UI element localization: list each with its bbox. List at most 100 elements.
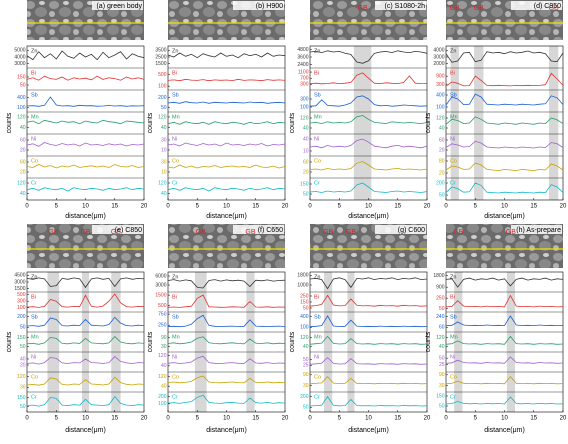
y-tick-label: 1100	[298, 69, 309, 75]
panel-title: (a) green body	[96, 3, 142, 10]
gb-label: GB	[358, 5, 368, 12]
element-label: Cr	[172, 394, 178, 400]
y-tick-label: 50	[20, 82, 26, 88]
gb-label: GB	[549, 5, 559, 12]
y-tick-label: 40	[161, 384, 167, 390]
element-label: Ni	[314, 136, 319, 142]
gb-label: GB	[196, 229, 206, 236]
x-tick-label: 0	[166, 204, 170, 210]
gb-band	[246, 272, 255, 412]
y-tick-label: 300	[300, 96, 309, 102]
y-tick-label: 60	[20, 137, 26, 143]
gb-band	[347, 272, 355, 412]
x-tick-label: 20	[141, 416, 148, 422]
y-tick-label: 150	[17, 395, 26, 401]
element-label: Mn	[314, 334, 322, 340]
y-tick-label: 400	[436, 92, 445, 98]
y-tick-label: 4000	[14, 54, 25, 60]
x-tick-label: 20	[560, 204, 567, 210]
trace-line	[167, 279, 286, 289]
y-tick-label: 300	[436, 82, 445, 88]
y-tick-label: 80	[439, 158, 445, 164]
y-tick-label: 250	[300, 293, 309, 299]
element-label: Cr	[450, 394, 456, 400]
trace-line	[309, 335, 428, 345]
element-label: Co	[314, 158, 321, 164]
element-label: Cr	[31, 180, 37, 186]
trace-line	[309, 115, 428, 125]
y-tick-label: 250	[436, 295, 445, 301]
y-tick-label: 1500	[155, 292, 166, 298]
element-label: Mn	[172, 114, 180, 120]
x-tick-label: 15	[530, 416, 537, 422]
y-tick-label: 25	[439, 362, 445, 368]
panel-title: (e) C850	[115, 227, 142, 234]
element-label: Bi	[314, 70, 319, 76]
x-tick-label: 0	[25, 416, 29, 422]
x-tick-label: 20	[282, 416, 289, 422]
trace-line	[445, 356, 564, 364]
element-label: Co	[31, 374, 38, 380]
y-tick-label: 100	[158, 83, 167, 89]
y-tick-label: 40	[303, 136, 309, 142]
trace-line	[167, 142, 286, 147]
trace-line	[309, 395, 428, 407]
x-tick-label: 15	[394, 416, 401, 422]
y-tick-label: 400	[17, 95, 26, 101]
y-tick-label: 40	[439, 125, 445, 131]
y-tick-label: 50	[303, 305, 309, 311]
x-tick-label: 20	[141, 204, 148, 210]
y-tick-label: 100	[436, 104, 445, 110]
title-bg	[92, 225, 143, 234]
element-label: Cr	[31, 394, 37, 400]
plot-frame	[167, 271, 286, 413]
y-tick-label: 120	[17, 374, 26, 380]
y-tick-label: 30	[161, 344, 167, 350]
element-label: Co	[31, 158, 38, 164]
element-label: Bi	[450, 294, 455, 300]
title-bg	[233, 225, 284, 234]
trace-line	[167, 187, 286, 192]
trace-line	[309, 138, 428, 149]
gb-band	[353, 46, 372, 200]
y-tick-label: 1500	[155, 61, 166, 67]
x-tick-label: 5	[196, 416, 200, 422]
gb-label: GB	[245, 229, 255, 236]
y-axis-label: counts	[6, 331, 13, 352]
x-tick-label: 15	[252, 204, 259, 210]
y-tick-label: 5000	[14, 48, 25, 54]
element-label: Bi	[172, 294, 177, 300]
y-tick-label: 40	[303, 344, 309, 350]
panel-title: (b) H900	[256, 3, 283, 10]
trace-line	[445, 182, 564, 194]
x-axis-label: distance(μm)	[348, 213, 389, 220]
x-tick-label: 10	[223, 204, 230, 210]
y-tick-label: 60	[439, 325, 445, 331]
element-label: Cr	[172, 180, 178, 186]
y-tick-label: 120	[300, 335, 309, 341]
x-tick-label: 10	[365, 204, 372, 210]
trace-line	[26, 119, 145, 125]
y-tick-label: 900	[436, 284, 445, 290]
y-tick-label: 3500	[155, 48, 166, 54]
element-label: Co	[450, 374, 457, 380]
trace-line	[445, 294, 564, 308]
trace-line	[26, 75, 145, 81]
x-tick-label: 10	[223, 416, 230, 422]
y-tick-label: 100	[17, 305, 26, 311]
gb-label: GB	[453, 229, 463, 236]
gb-label: GB	[111, 229, 121, 236]
y-tick-label: 40	[161, 191, 167, 197]
element-label: Mn	[172, 334, 180, 340]
trace-line	[309, 182, 428, 193]
element-label: Ni	[172, 136, 177, 142]
element-label: Mn	[450, 334, 458, 340]
element-label: Sb	[450, 314, 457, 320]
gb-band	[324, 272, 333, 412]
gb-band	[111, 272, 121, 412]
y-tick-label: 150	[17, 335, 26, 341]
element-label: Ni	[450, 354, 455, 360]
trace-line	[309, 356, 428, 365]
trace-line	[26, 336, 145, 345]
element-label: Mn	[31, 114, 39, 120]
